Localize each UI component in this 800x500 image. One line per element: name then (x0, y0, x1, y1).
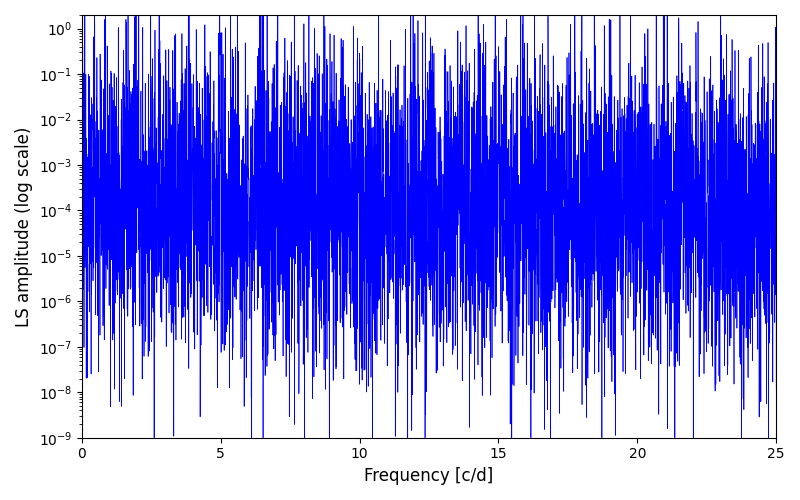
X-axis label: Frequency [c/d]: Frequency [c/d] (364, 467, 494, 485)
Y-axis label: LS amplitude (log scale): LS amplitude (log scale) (15, 126, 33, 326)
